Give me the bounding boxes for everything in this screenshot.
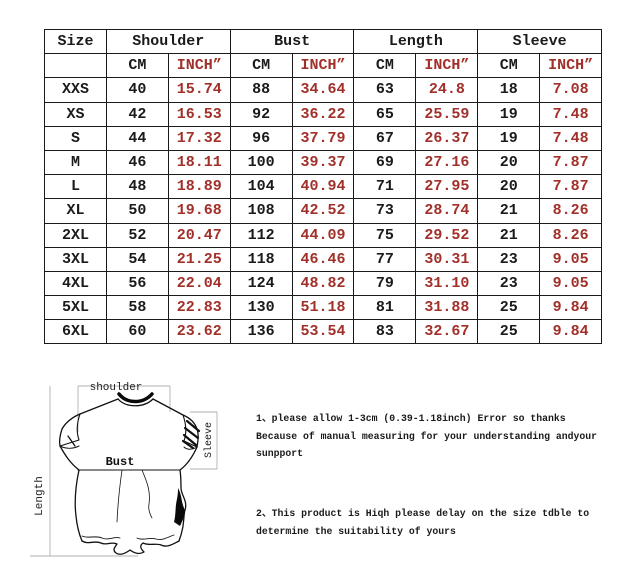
svg-text:Length: Length	[34, 476, 46, 516]
svg-text:Sleeve: Sleeve	[203, 422, 215, 458]
svg-text:Bust: Bust	[106, 455, 135, 469]
svg-text:shoulder: shoulder	[90, 382, 143, 394]
